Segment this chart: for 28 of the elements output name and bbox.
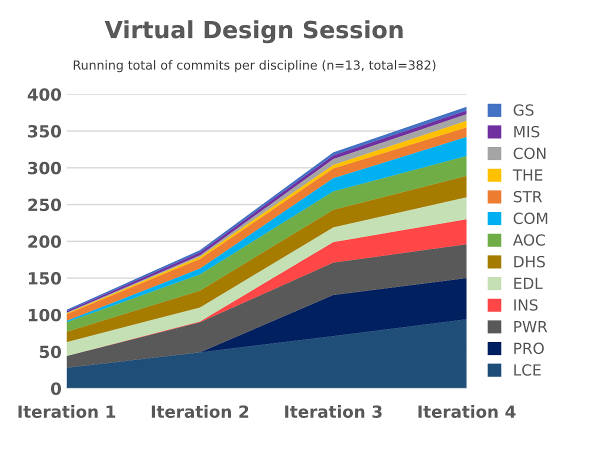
legend-label: EDL: [514, 278, 543, 289]
y-tick-label: 150: [28, 272, 62, 285]
legend-label: PRO: [514, 342, 544, 354]
y-tick-label: 200: [28, 235, 62, 248]
y-tick-label: 300: [28, 162, 62, 174]
legend-label: STR: [514, 190, 542, 202]
legend-label: INS: [514, 299, 538, 311]
x-tick-label: Iteration 4: [418, 405, 516, 418]
legend-label: GS: [514, 104, 534, 116]
legend-label: THE: [512, 169, 542, 181]
x-tick-label: Iteration 2: [152, 405, 248, 418]
x-tick-label: Iteration 3: [285, 405, 382, 418]
chart-title: Virtual Design Session: [104, 20, 403, 44]
y-tick-label: 350: [28, 125, 62, 138]
legend-label: MIS: [514, 126, 540, 138]
chart-subtitle: Running total of commits per discipline (n=13, total=382): [74, 60, 436, 72]
y-tick-label: 400: [28, 88, 62, 101]
y-tick-label: 50: [40, 346, 61, 358]
y-tick-label: 100: [28, 308, 62, 322]
legend-label: CON: [514, 148, 546, 160]
y-tick-label: 250: [28, 198, 62, 212]
x-tick-label: Iteration 1: [18, 405, 116, 418]
legend-label: PWR: [514, 321, 548, 332]
legend-label: COM: [514, 212, 548, 224]
legend-label: DHS: [514, 256, 545, 268]
y-tick-label: 0: [51, 382, 61, 395]
legend-label: AOC: [512, 234, 545, 246]
legend-label: LCE: [514, 364, 541, 376]
